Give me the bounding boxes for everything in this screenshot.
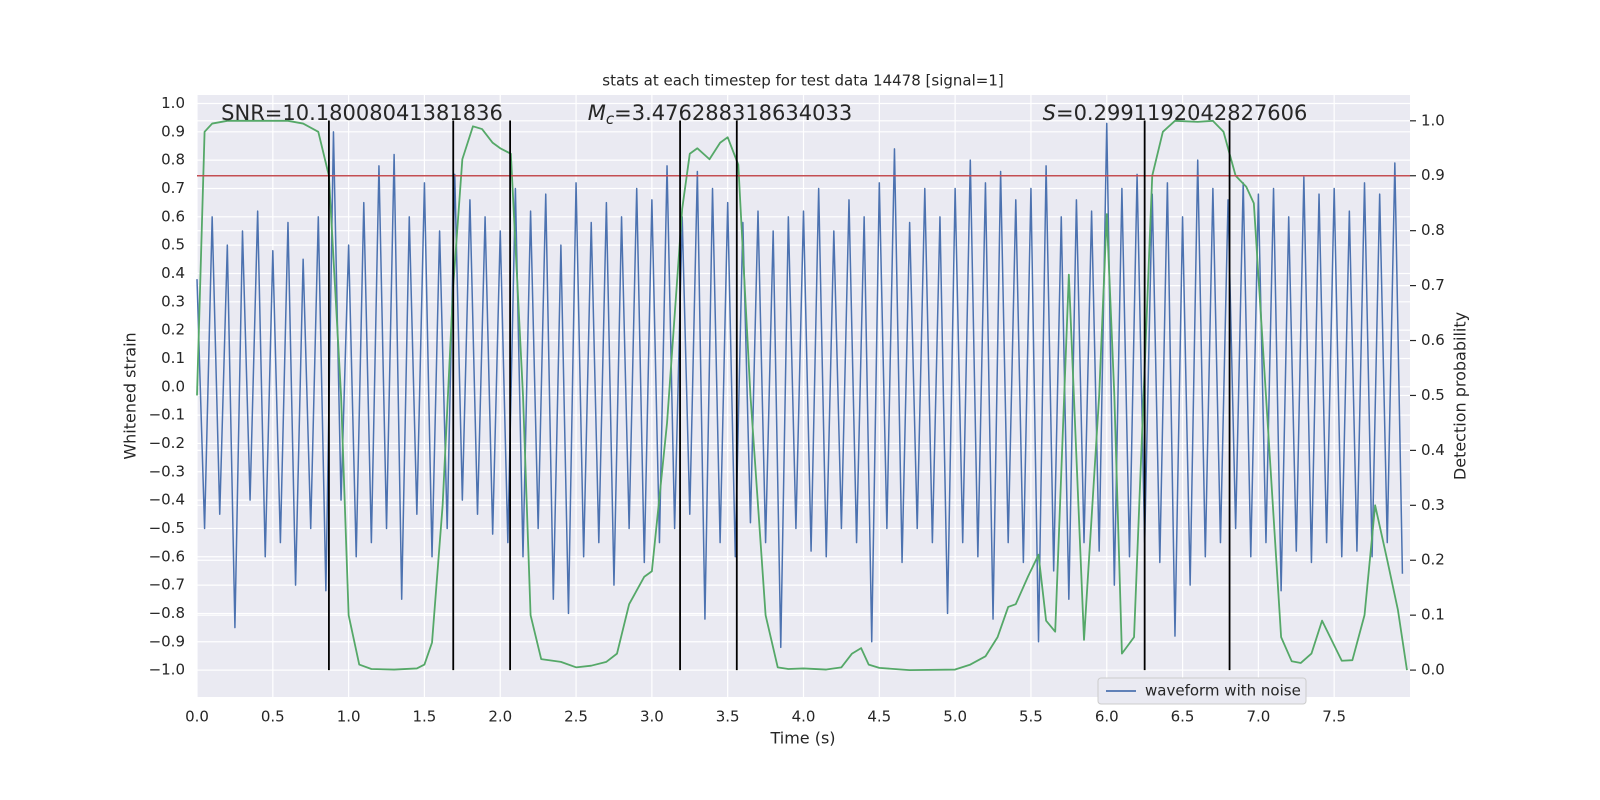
x-tick-label: 7.0: [1246, 708, 1270, 726]
x-tick-label: 7.5: [1322, 708, 1346, 726]
y-tick-label: 0.0: [161, 377, 185, 395]
x-tick-label: 0.0: [185, 708, 209, 726]
legend-box: [1097, 677, 1307, 705]
y2-tick-label: 0.6: [1421, 331, 1445, 349]
annotation-text: =3.476288318634033: [614, 101, 852, 125]
y-tick-label: 0.1: [161, 349, 185, 367]
y2-tick-label: 0.3: [1421, 496, 1445, 514]
y2-tick-label: 0.4: [1421, 441, 1445, 459]
annotation: SNR=10.18008041381836: [221, 101, 503, 125]
y2-tick-label: 0.7: [1421, 276, 1445, 294]
x-tick-label: 2.0: [488, 708, 512, 726]
y2-axis-label: Detection probability: [1451, 312, 1470, 480]
y-tick-label: 0.5: [161, 236, 185, 254]
y2-tick-label: 0.8: [1421, 221, 1445, 239]
y-tick-label: −0.2: [149, 434, 185, 452]
series-line: [196, 122, 1404, 649]
x-tick-label: 1.0: [337, 708, 361, 726]
y-tick-label: 0.6: [161, 207, 185, 225]
y-tick-label: 0.2: [161, 321, 185, 339]
annotation: Mc=3.476288318634033: [588, 101, 852, 128]
annotation-subscript: c: [606, 110, 615, 128]
y-tick-label: −0.6: [149, 547, 185, 565]
annotation-symbol: M: [588, 101, 606, 125]
x-axis-label: Time (s): [769, 729, 835, 748]
y-tick-label: −0.9: [149, 632, 185, 650]
x-tick-label: 4.5: [867, 708, 891, 726]
y2-tick-label: 1.0: [1421, 111, 1445, 129]
x-tick-label: 3.0: [640, 708, 664, 726]
legend-label: waveform with noise: [1145, 682, 1301, 700]
y2-tick-label: 0.2: [1421, 551, 1445, 569]
y-tick-label: −0.5: [149, 519, 185, 537]
y-tick-label: −0.1: [149, 406, 185, 424]
y-axis-label: Whitened strain: [121, 332, 140, 459]
annotation-text: =0.2991192042827606: [1056, 101, 1307, 125]
chart-title: stats at each timestep for test data 144…: [602, 72, 1003, 90]
x-tick-label: 3.5: [716, 708, 740, 726]
annotation-text: SNR=10.18008041381836: [221, 101, 503, 125]
y-tick-label: −0.4: [149, 491, 185, 509]
x-tick-label: 2.5: [564, 708, 588, 726]
y-tick-label: 0.4: [161, 264, 185, 282]
y-tick-label: 0.9: [161, 122, 185, 140]
y-tick-label: −0.7: [149, 576, 185, 594]
y2-tick-label: 0.5: [1421, 386, 1445, 404]
y-tick-label: 0.3: [161, 292, 185, 310]
x-tick-label: 1.5: [413, 708, 437, 726]
y-tick-label: −1.0: [149, 661, 185, 679]
y2-tick-label: 0.1: [1421, 606, 1445, 624]
annotation: S=0.2991192042827606: [1043, 101, 1308, 125]
annotation-symbol: S: [1043, 101, 1056, 125]
x-tick-label: 6.5: [1171, 708, 1195, 726]
y-tick-label: −0.3: [149, 462, 185, 480]
x-tick-label: 5.5: [1019, 708, 1043, 726]
y2-tick-label: 0.0: [1421, 661, 1445, 679]
x-tick-label: 0.5: [261, 708, 285, 726]
x-tick-label: 5.0: [943, 708, 967, 726]
y-tick-label: 0.7: [161, 179, 185, 197]
y-tick-label: 0.8: [161, 151, 185, 169]
y-tick-label: 1.0: [161, 94, 185, 112]
y2-tick-label: 0.9: [1421, 166, 1445, 184]
y-tick-label: −0.8: [149, 604, 185, 622]
x-tick-label: 6.0: [1095, 708, 1119, 726]
x-tick-label: 4.0: [792, 708, 816, 726]
